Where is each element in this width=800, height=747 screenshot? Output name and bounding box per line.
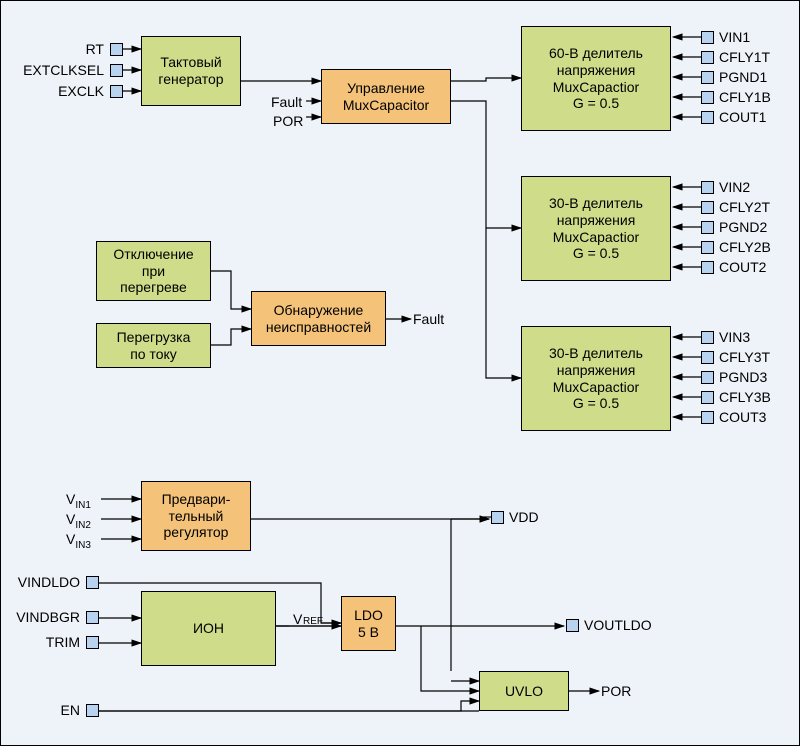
pin-label-PGND3: PGND3 [719,369,767,385]
pin-COUT3 [701,411,714,424]
pin-EN [86,704,99,717]
pin-VIN1 [701,31,714,44]
pin-label-EN: EN [61,702,80,718]
pin-PGND2 [701,221,714,234]
pin-label-VINDBGR: VINDBGR [16,609,80,625]
pin-label-EXCLK: EXCLK [58,83,104,99]
block-div3: 30-В делительнапряженияMuxCapactiorG = 0… [521,326,671,431]
pin-CFLY1T [701,51,714,64]
block-ldo: LDO5 В [341,596,396,651]
pin-label-VIN2: VIN2 [719,179,750,195]
pin-VINDLDO [86,576,99,589]
block-overcur: Перегрузкапо току [96,323,211,368]
label-fault_out: Fault [413,311,444,327]
pin-CFLY3B [701,391,714,404]
pin-label-VOUTLDO: VOUTLDO [584,617,652,633]
pin-COUT2 [701,261,714,274]
pin-label-CFLY2T: CFLY2T [719,199,770,215]
pin-label-EXTCLKSEL: EXTCLKSEL [23,62,104,78]
label-VIN2_s: VIN2 [66,511,91,531]
pin-label-PGND1: PGND1 [719,69,767,85]
block-clockgen: Тактовыйгенератор [141,36,241,106]
block-div1: 60-В делительнапряженияMuxCapactiorG = 0… [521,26,671,131]
pin-VINDBGR [86,611,99,624]
pin-PGND3 [701,371,714,384]
pin-label-VIN3: VIN3 [719,329,750,345]
block-prereg: Предвари-тельныйрегулятор [141,481,251,551]
label-VIN3_s: VIN3 [66,531,91,551]
block-faultdet: Обнаружениенеисправностей [251,291,386,346]
pin-VDD [491,511,504,524]
pin-label-RT: RT [86,41,104,57]
pin-label-TRIM: TRIM [46,634,80,650]
pin-label-COUT3: COUT3 [719,409,766,425]
pin-COUT1 [701,111,714,124]
label-por_in: POR [273,113,303,129]
pin-EXCLK [110,85,123,98]
pin-label-VIN1: VIN1 [719,29,750,45]
pin-label-CFLY3B: CFLY3B [719,389,771,405]
pin-VIN2 [701,181,714,194]
pin-label-VINDLDO: VINDLDO [18,574,80,590]
block-ion: ИОН [141,591,276,666]
pin-label-CFLY2B: CFLY2B [719,239,771,255]
label-fault_in: Fault [271,94,302,110]
pin-EXTCLKSEL [110,64,123,77]
pin-label-CFLY3T: CFLY3T [719,349,770,365]
pin-label-COUT1: COUT1 [719,109,766,125]
label-por_out: POR [601,683,631,699]
pin-label-VDD: VDD [509,509,539,525]
pin-label-PGND2: PGND2 [719,219,767,235]
label-vref_sub: REF [303,616,323,627]
block-div2: 30-В делительнапряженияMuxCapactiorG = 0… [521,176,671,281]
pin-VOUTLDO [566,619,579,632]
pin-TRIM [86,636,99,649]
pin-CFLY1B [701,91,714,104]
block-overheat: Отключениеприперегреве [96,241,211,301]
block-muxctrl: УправлениеMuxCapacitor [321,69,451,124]
pin-CFLY2B [701,241,714,254]
label-vref: V [293,611,302,627]
pin-RT [110,43,123,56]
pin-label-COUT2: COUT2 [719,259,766,275]
pin-CFLY3T [701,351,714,364]
pin-label-CFLY1T: CFLY1T [719,49,770,65]
label-VIN1_s: VIN1 [66,491,91,511]
block-uvlo: UVLO [479,671,569,711]
pin-VIN3 [701,331,714,344]
pin-CFLY2T [701,201,714,214]
pin-label-CFLY1B: CFLY1B [719,89,771,105]
pin-PGND1 [701,71,714,84]
